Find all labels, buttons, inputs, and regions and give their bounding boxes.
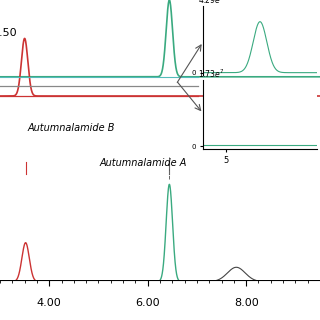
Text: 3.50: 3.50 bbox=[0, 28, 17, 38]
Text: Autumnalamide B: Autumnalamide B bbox=[27, 123, 115, 133]
Text: $4.29e^7$: $4.29e^7$ bbox=[197, 0, 224, 6]
Text: $1.73e^7$: $1.73e^7$ bbox=[197, 68, 224, 80]
Text: Autumnalamide A: Autumnalamide A bbox=[99, 158, 187, 168]
